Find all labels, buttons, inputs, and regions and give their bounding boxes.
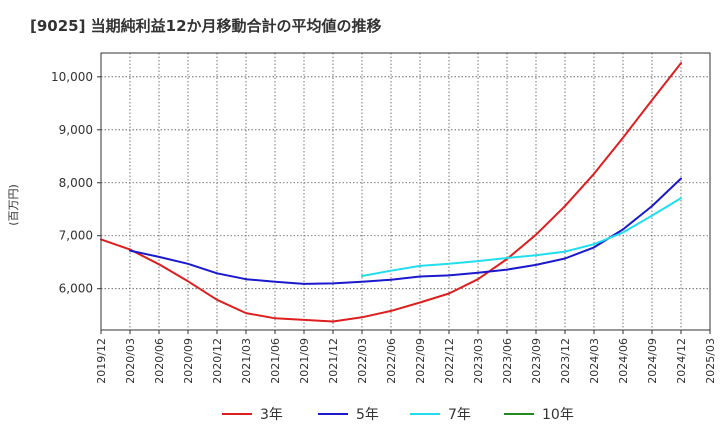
- x-tick-label: 2021/06: [269, 338, 282, 384]
- x-tick-label: 2023/03: [472, 338, 485, 384]
- x-tick-label: 2020/06: [153, 338, 166, 384]
- legend-label-2: 5年: [356, 407, 379, 423]
- series-lines: [100, 62, 682, 323]
- series-line-2: [129, 177, 682, 285]
- x-tick-label: 2025/03: [704, 338, 717, 384]
- x-tick-label: 2023/12: [559, 338, 572, 384]
- plot-area: [101, 53, 710, 330]
- x-tick-label: 2020/03: [124, 338, 137, 384]
- legend-label-1: 3年: [260, 407, 283, 423]
- x-tick-label: 2024/09: [646, 338, 659, 384]
- x-tick-label: 2020/09: [182, 338, 195, 384]
- y-tick-label: 9,000: [59, 123, 93, 137]
- y-tick-label: 10,000: [51, 70, 93, 84]
- legend-label-4: 10年: [542, 407, 574, 423]
- legend-label-3: 7年: [448, 407, 471, 423]
- x-tick-label: 2021/12: [327, 338, 340, 384]
- series-line-1: [100, 62, 682, 323]
- x-tick-label: 2023/09: [530, 338, 543, 384]
- y-tick-label: 7,000: [59, 229, 93, 243]
- legend: 3年 5年 7年 10年: [222, 407, 574, 423]
- x-tick-label: 2021/09: [298, 338, 311, 384]
- plot-frame: [100, 52, 711, 331]
- x-tick-label: 2022/03: [356, 338, 369, 384]
- x-tick-label: 2022/12: [443, 338, 456, 384]
- y-tick-label: 6,000: [59, 282, 93, 296]
- x-tick-label: 2019/12: [95, 338, 108, 384]
- y-axis-label: (百万円): [7, 184, 20, 226]
- chart-title: [9025] 当期純利益12か月移動合計の平均値の推移: [30, 17, 382, 35]
- x-tick-label: 2024/06: [617, 338, 630, 384]
- x-tick-label: 2021/03: [240, 338, 253, 384]
- x-tick-label: 2022/09: [414, 338, 427, 384]
- x-axis-ticks: 2019/12 2020/03 2020/06 2020/09 2020/12 2021/…: [95, 330, 717, 384]
- x-tick-label: 2020/12: [211, 338, 224, 384]
- x-tick-label: 2023/06: [501, 338, 514, 384]
- x-tick-label: 2024/12: [675, 338, 688, 384]
- series-line-3: [361, 197, 682, 277]
- y-tick-label: 8,000: [59, 176, 93, 190]
- x-tick-label: 2024/03: [588, 338, 601, 384]
- x-tick-label: 2022/06: [385, 338, 398, 384]
- y-axis-ticks: 6,000 7,000 8,000 9,000 10,000: [51, 70, 101, 296]
